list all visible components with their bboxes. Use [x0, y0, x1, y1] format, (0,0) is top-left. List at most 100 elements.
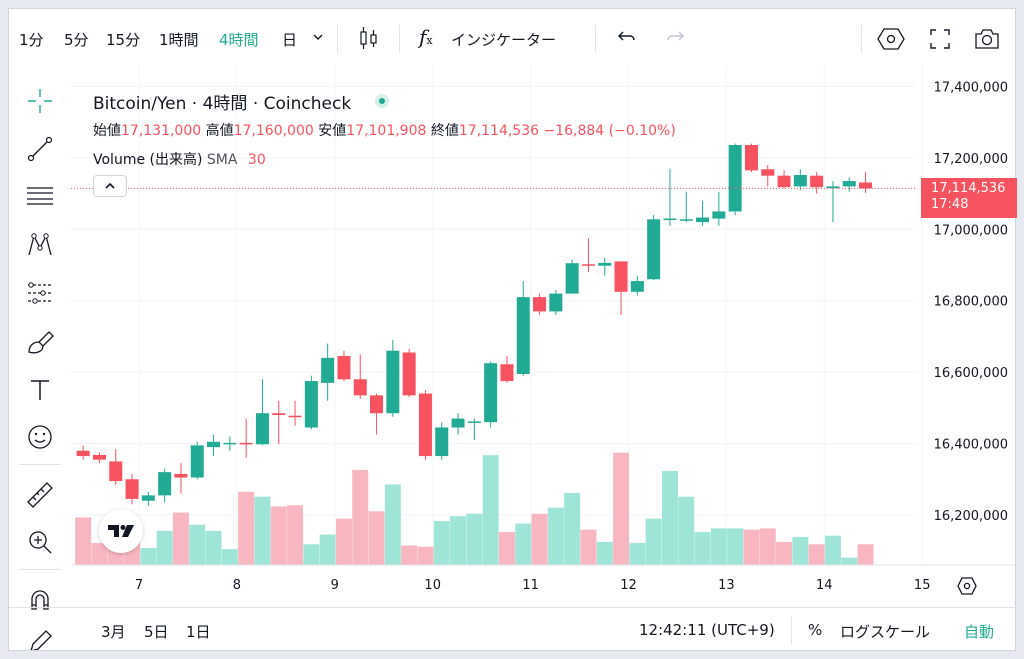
text-tool-icon[interactable]: [23, 373, 57, 407]
candle-body: [272, 413, 286, 415]
volume-bar: [596, 541, 613, 565]
axis-settings-icon[interactable]: [957, 577, 977, 599]
title-separator: ·: [191, 94, 198, 114]
zoom-in-icon[interactable]: [23, 525, 57, 559]
volume-bar: [303, 544, 320, 565]
percent-toggle[interactable]: %: [808, 621, 823, 639]
candle-body: [484, 363, 498, 423]
volume-bar: [91, 543, 108, 565]
timeframe-15m[interactable]: 15分: [106, 31, 141, 49]
candle-body: [696, 217, 710, 223]
undo-icon[interactable]: [617, 29, 637, 49]
x-axis-tick-label: 10: [424, 578, 441, 593]
candle-body: [679, 219, 693, 221]
volume-bar: [156, 530, 173, 565]
trendline-icon[interactable]: [23, 132, 57, 166]
brush-icon[interactable]: [23, 325, 57, 359]
forecast-icon[interactable]: [23, 276, 57, 310]
divider: [399, 25, 400, 53]
candle-body: [223, 442, 237, 445]
volume-bar: [808, 544, 825, 565]
indicators-button[interactable]: インジケーター: [451, 31, 557, 49]
divider: [595, 25, 596, 53]
chart-canvas[interactable]: 17,400,000 17,200,000 17,000,000 16,800,000…: [71, 65, 1017, 607]
range-5d[interactable]: 5日: [144, 623, 169, 641]
candle-body: [255, 413, 269, 445]
range-1d[interactable]: 1日: [186, 623, 211, 641]
emoji-icon[interactable]: [23, 420, 57, 454]
camera-icon[interactable]: [974, 27, 1000, 55]
volume-legend[interactable]: Volume (出来高) SMA 30: [93, 149, 266, 169]
timeframe-5m[interactable]: 5分: [64, 31, 89, 49]
volume-bar: [466, 513, 483, 565]
settings-hexagon-icon[interactable]: [877, 27, 905, 55]
timeframe-1d[interactable]: 日: [282, 31, 298, 49]
symbol-name[interactable]: Bitcoin/Yen: [93, 94, 187, 114]
open-value: 17,131,000: [121, 123, 202, 139]
pencil-icon[interactable]: [23, 628, 57, 650]
x-axis-tick-label: 13: [718, 578, 735, 593]
clock-timezone[interactable]: 12:42:11 (UTC+9): [639, 621, 775, 639]
range-3m[interactable]: 3月: [101, 623, 126, 641]
volume-bar: [319, 534, 336, 565]
change-value: −16,884 (−0.10%): [543, 123, 676, 139]
divider: [19, 569, 61, 570]
symbol-exchange: Coincheck: [263, 94, 352, 114]
market-status-icon[interactable]: [374, 94, 389, 108]
crosshair-icon[interactable]: [23, 84, 57, 118]
chevron-down-icon[interactable]: [311, 29, 325, 48]
volume-bar: [433, 521, 450, 565]
divider: [337, 25, 338, 53]
low-label: 安値: [318, 123, 347, 139]
timeframe-1m[interactable]: 1分: [19, 31, 44, 49]
volume-bar: [254, 496, 271, 565]
magnet-icon[interactable]: [23, 584, 57, 618]
candle-body: [92, 455, 106, 460]
y-axis-tick-label: 17,000,000: [934, 223, 1008, 238]
candle-body: [435, 427, 449, 457]
bottom-toolbar: 3月 5日 1日 12:42:11 (UTC+9) % ログスケール 自動: [9, 607, 1017, 652]
candle-body: [304, 381, 318, 428]
volume-bar: [270, 506, 287, 565]
volume-bar: [384, 484, 401, 565]
volume-bar: [531, 513, 548, 565]
volume-bar: [694, 532, 711, 565]
candle-body: [533, 297, 547, 312]
candle-body: [467, 421, 481, 423]
volume-bar: [140, 547, 157, 565]
volume-bar: [776, 541, 793, 565]
candle-body: [190, 445, 204, 478]
log-scale-toggle[interactable]: ログスケール: [840, 623, 931, 641]
tradingview-logo-icon: [108, 525, 134, 537]
auto-scale-toggle[interactable]: 自動: [964, 623, 995, 641]
candle-body: [109, 461, 123, 482]
collapse-legend-button[interactable]: [93, 175, 127, 197]
volume-bar: [238, 491, 255, 565]
volume-bar: [368, 511, 385, 565]
candle-body: [826, 186, 840, 189]
y-axis-tick-label: 16,200,000: [934, 509, 1008, 524]
ruler-icon[interactable]: [23, 478, 57, 512]
candle-body: [174, 473, 188, 478]
volume-bar: [352, 469, 369, 565]
redo-icon[interactable]: [665, 29, 685, 49]
price-chart[interactable]: 17,400,000 17,200,000 17,000,000 16,800,000…: [71, 65, 1017, 652]
high-label: 高値: [205, 123, 234, 139]
function-icon[interactable]: fx: [419, 25, 433, 49]
candle-body: [565, 263, 579, 294]
pattern-icon[interactable]: [23, 228, 57, 262]
volume-bar: [857, 544, 874, 565]
timeframe-1h[interactable]: 1時間: [159, 31, 199, 49]
tradingview-logo[interactable]: [99, 509, 143, 553]
fib-lines-icon[interactable]: [23, 179, 57, 213]
timeframe-4h[interactable]: 4時間: [219, 31, 259, 49]
candle-body: [549, 293, 563, 312]
y-axis-tick-label: 16,600,000: [934, 366, 1008, 381]
x-axis-tick-label: 11: [522, 578, 539, 593]
candle-body: [842, 181, 856, 187]
candle-body: [712, 211, 726, 219]
fullscreen-icon[interactable]: [929, 28, 951, 54]
volume-bar: [710, 528, 727, 565]
divider: [9, 607, 1017, 608]
candle-type-icon[interactable]: [358, 25, 380, 55]
